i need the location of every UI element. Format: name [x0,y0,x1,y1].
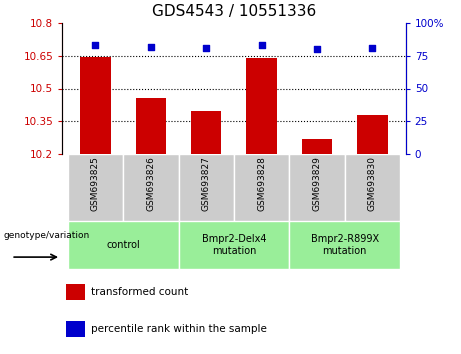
Text: Bmpr2-R899X
mutation: Bmpr2-R899X mutation [311,234,379,256]
Bar [191,112,221,154]
Point [369,45,376,51]
Bar [290,154,345,221]
Text: GSM693828: GSM693828 [257,156,266,211]
Bar [357,115,388,154]
Bar [123,154,178,221]
Text: GSM693825: GSM693825 [91,156,100,211]
Text: genotype/variation: genotype/variation [3,231,89,240]
Point [258,42,266,48]
Title: GDS4543 / 10551336: GDS4543 / 10551336 [152,4,316,19]
Point [202,45,210,51]
Text: transformed count: transformed count [91,287,189,297]
Point [92,42,99,48]
Text: control: control [106,240,140,250]
Bar [68,154,123,221]
Point [313,46,321,52]
Bar [345,154,400,221]
Text: GSM693827: GSM693827 [202,156,211,211]
Text: percentile rank within the sample: percentile rank within the sample [91,324,267,334]
Bar [80,57,111,154]
Text: GSM693826: GSM693826 [146,156,155,211]
Bar [65,284,84,300]
Bar [302,139,332,154]
Bar [247,58,277,154]
Bar [178,154,234,221]
Point [147,44,154,50]
Text: Bmpr2-Delx4
mutation: Bmpr2-Delx4 mutation [202,234,266,256]
Text: GSM693829: GSM693829 [313,156,322,211]
Bar [136,98,166,154]
Bar [68,221,178,269]
Bar [178,221,290,269]
Text: GSM693830: GSM693830 [368,156,377,211]
Bar [65,321,84,337]
Bar [290,221,400,269]
Bar [234,154,290,221]
